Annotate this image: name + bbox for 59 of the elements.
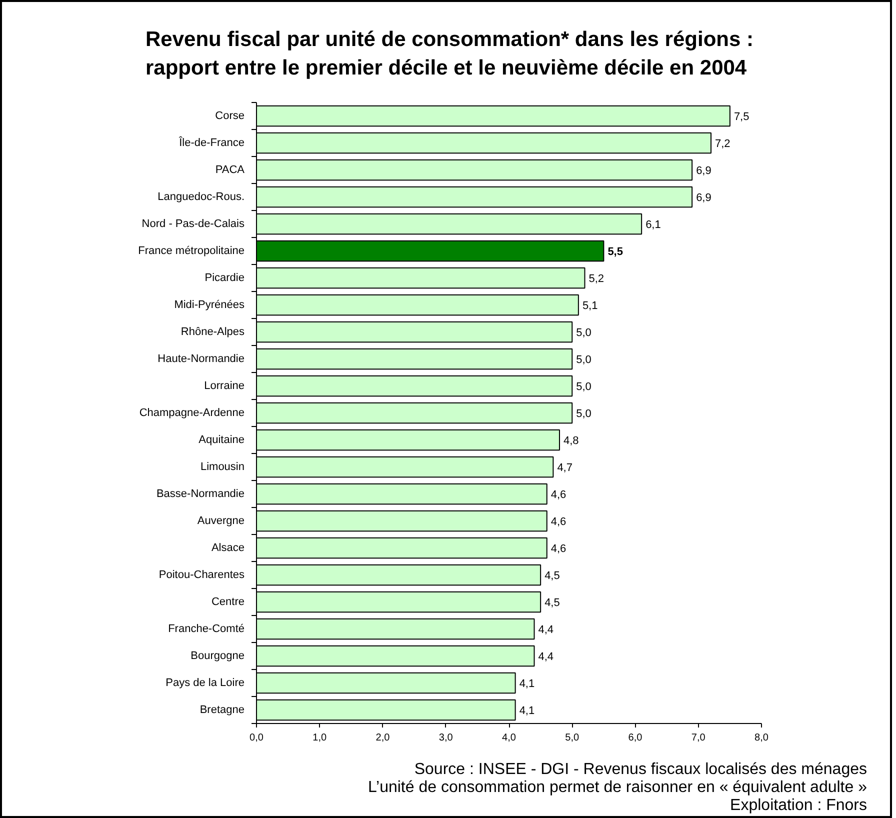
y-tick-label: Auvergne: [197, 515, 245, 527]
y-tick-label: Midi-Pyrénées: [174, 299, 245, 311]
y-tick-label: Aquitaine: [198, 434, 245, 446]
y-tick-label: Champagne-Ardenne: [139, 407, 245, 419]
data-label: 5,0: [576, 408, 592, 420]
y-tick-label: PACA: [215, 164, 246, 176]
y-tick-label: Picardie: [204, 272, 245, 284]
x-tick-label: 1,0: [312, 732, 328, 744]
data-label: 4,6: [550, 489, 566, 501]
x-tick-label: 6,0: [628, 732, 643, 744]
y-tick-label: Haute-Normandie: [158, 353, 245, 365]
data-label: 4,4: [538, 624, 554, 636]
data-label: 5,0: [576, 327, 592, 339]
x-tick-label: 2,0: [376, 732, 390, 744]
y-tick-label: Franche-Comté: [168, 623, 245, 635]
y-tick-label: Languedoc-Rous.: [158, 191, 245, 203]
data-label: 5,0: [576, 381, 592, 393]
y-tick-label: Île-de-France: [178, 136, 245, 149]
y-tick-label: Alsace: [211, 542, 245, 554]
y-tick-label: Bretagne: [200, 704, 245, 716]
y-tick-label: Bourgogne: [190, 650, 245, 662]
data-label: 6,1: [646, 219, 661, 231]
x-tick-label: 3,0: [438, 732, 454, 744]
x-tick-label: 4,0: [502, 732, 516, 744]
data-label: 5,2: [588, 273, 604, 285]
source-note: Source : INSEE - DGI - Revenus fiscaux localisés des ménages: [413, 761, 867, 779]
data-label: 4,6: [550, 516, 566, 528]
data-label: 4,4: [538, 651, 554, 663]
data-label: 4,7: [557, 462, 572, 474]
y-tick-label: France métropolitaine: [138, 245, 245, 257]
data-label: 4,1: [519, 705, 535, 717]
text: L’unité de consommation permet de raisonner en « équivalent adulte »: [367, 779, 867, 797]
y-tick-label: Lorraine: [204, 380, 244, 392]
y-tick-label: Poitou-Charentes: [158, 569, 245, 581]
x-tick-label: 0,0: [250, 732, 264, 744]
chart-title: Revenu fiscal par unité de consommation* dans les régions : rapport entre le premier décile et le neuvième décile en 2004: [146, 28, 754, 80]
y-tick-label: Pays de la Loire: [166, 677, 245, 689]
y-tick-label: Nord - Pas-de-Calais: [142, 218, 245, 230]
y-tick-label: Centre: [211, 596, 245, 608]
data-label: 4,8: [564, 435, 579, 447]
y-tick-label: Basse-Normandie: [156, 488, 245, 500]
data-label: 7,5: [734, 111, 750, 123]
y-tick-label: Limousin: [200, 461, 245, 473]
text: Exploitation : Fnors: [729, 797, 867, 815]
data-label: 4,5: [544, 570, 560, 582]
y-tick-label: Corse: [215, 110, 244, 122]
data-label: 5,1: [582, 300, 598, 312]
data-label: 4,5: [544, 597, 560, 609]
data-label: 4,6: [550, 543, 566, 555]
data-label: 5,0: [576, 354, 592, 366]
data-label: 5,5: [608, 246, 623, 258]
x-tick-label: 5,0: [565, 732, 580, 744]
data-label: 7,2: [715, 138, 730, 150]
x-tick-label: 8,0: [754, 732, 769, 744]
data-label: 4,1: [519, 678, 535, 690]
x-tick-label: 7,0: [691, 732, 706, 744]
data-label: 6,9: [696, 192, 712, 204]
data-label: 6,9: [696, 165, 712, 177]
y-tick-label: Rhône-Alpes: [180, 326, 245, 338]
